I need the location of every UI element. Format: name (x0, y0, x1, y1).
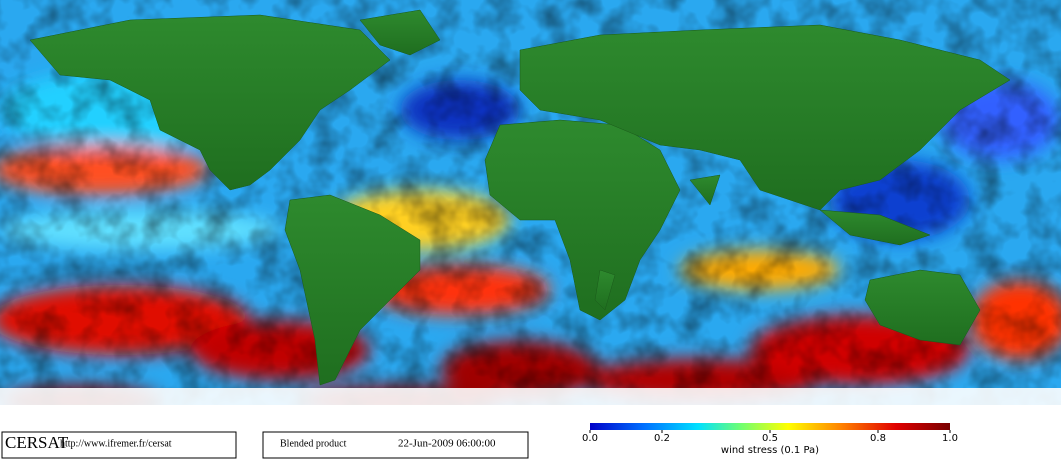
colorbar (590, 423, 950, 430)
logo-box (1, 431, 237, 459)
colorbar-tick-label: 0.0 (582, 433, 598, 444)
colorbar-title: wind stress (0.1 Pa) (721, 445, 819, 456)
footer: CERSAT http://www.ifremer.fr/cersat Blen… (0, 420, 1061, 462)
colorbar-tick-label: 0.8 (870, 433, 886, 444)
colorbar-tick-label: 0.5 (762, 433, 778, 444)
url: http://www.ifremer.fr/cersat (60, 438, 172, 449)
land (0, 9, 1061, 420)
product: Blended product (280, 438, 347, 449)
info-box (262, 431, 529, 459)
colorbar-tick-label: 1.0 (942, 433, 958, 444)
timestamp: 22-Jun-2009 06:00:00 (398, 438, 496, 450)
logo: CERSAT (5, 433, 69, 452)
colorbar-tick-label: 0.2 (654, 433, 670, 444)
